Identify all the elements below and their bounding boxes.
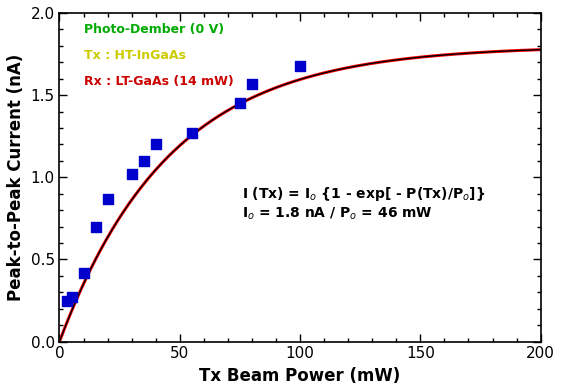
- Point: [151, 141, 160, 147]
- Point: [247, 80, 256, 87]
- Text: Photo-Dember (0 V): Photo-Dember (0 V): [84, 23, 224, 36]
- Point: [296, 62, 305, 69]
- Point: [79, 269, 88, 276]
- Point: [62, 298, 71, 304]
- Text: Rx : LT-GaAs (14 mW): Rx : LT-GaAs (14 mW): [84, 75, 233, 89]
- Point: [139, 158, 148, 164]
- Point: [127, 171, 136, 177]
- Point: [91, 223, 100, 230]
- Point: [67, 294, 76, 300]
- Point: [103, 196, 112, 202]
- X-axis label: Tx Beam Power (mW): Tx Beam Power (mW): [200, 367, 401, 385]
- Y-axis label: Peak-to-Peak Current (nA): Peak-to-Peak Current (nA): [7, 54, 25, 301]
- Point: [235, 100, 244, 107]
- Text: I (Tx) = I$_o$ {1 - exp[ - P(Tx)/P$_o$]}
I$_o$ = 1.8 nA / P$_o$ = 46 mW: I (Tx) = I$_o$ {1 - exp[ - P(Tx)/P$_o$]}…: [242, 185, 486, 222]
- Point: [187, 130, 196, 136]
- Text: Tx : HT-InGaAs: Tx : HT-InGaAs: [84, 49, 185, 62]
